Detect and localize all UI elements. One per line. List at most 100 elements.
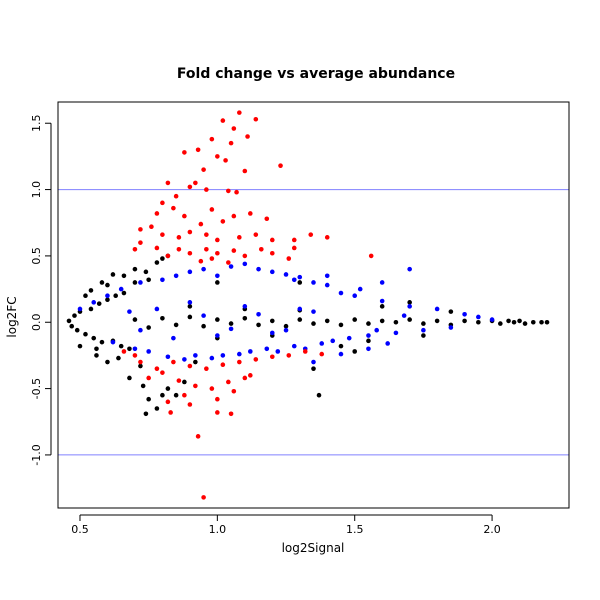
y-axis-label: log2FC: [5, 296, 19, 337]
data-point: [146, 375, 151, 381]
data-point: [168, 410, 173, 415]
data-point: [201, 167, 206, 172]
data-point: [173, 273, 179, 279]
data-point: [116, 355, 121, 361]
data-point: [198, 221, 204, 227]
data-point: [154, 260, 160, 265]
data-point: [160, 370, 165, 375]
data-point: [357, 286, 363, 292]
data-point: [88, 288, 94, 293]
y-tick-label: 0.5: [30, 247, 43, 265]
data-point: [245, 134, 250, 139]
data-point: [228, 140, 234, 146]
data-point: [209, 136, 215, 142]
data-point: [171, 359, 176, 365]
data-point: [231, 388, 237, 394]
data-point: [330, 338, 336, 344]
data-point: [77, 306, 83, 312]
data-point: [338, 351, 344, 357]
data-point: [269, 237, 275, 243]
data-point: [338, 322, 344, 328]
data-point: [215, 410, 220, 415]
data-point: [256, 311, 261, 317]
data-point: [220, 118, 226, 123]
data-point: [253, 357, 259, 362]
data-point: [220, 362, 226, 368]
data-point: [234, 189, 239, 195]
data-point: [231, 248, 237, 253]
data-point: [154, 245, 160, 251]
data-point: [511, 319, 517, 325]
data-point: [242, 261, 248, 267]
data-point: [311, 359, 316, 365]
data-point: [215, 250, 220, 256]
data-point: [105, 359, 110, 365]
x-tick-label: 0.5: [71, 523, 89, 536]
data-point: [127, 346, 132, 352]
data-point: [231, 126, 237, 131]
data-point: [407, 317, 412, 322]
x-axis: 0.5 1.0 1.5 2.0: [71, 514, 501, 536]
data-point: [66, 318, 72, 324]
data-point: [231, 213, 237, 219]
data-point: [462, 311, 467, 317]
data-point: [187, 229, 193, 235]
data-point: [242, 253, 248, 259]
data-point: [248, 373, 253, 378]
y-tick-label: -1.0: [30, 444, 43, 465]
data-point: [187, 304, 193, 309]
data-point: [160, 256, 165, 261]
data-point: [149, 224, 154, 230]
data-point: [544, 319, 550, 325]
data-point: [462, 318, 467, 324]
data-point: [171, 205, 176, 211]
data-point: [215, 273, 220, 279]
data-point: [291, 343, 297, 349]
data-point: [204, 246, 209, 252]
data-point: [154, 211, 160, 216]
data-point: [407, 266, 412, 272]
data-points: [66, 110, 550, 500]
data-point: [421, 321, 426, 326]
data-point: [311, 321, 316, 326]
data-point: [476, 319, 481, 325]
data-point: [291, 245, 297, 251]
data-point: [379, 280, 385, 285]
data-point: [385, 341, 390, 346]
data-point: [83, 331, 88, 337]
data-point: [72, 313, 77, 318]
data-point: [173, 193, 179, 199]
data-point: [269, 354, 275, 360]
data-point: [228, 321, 234, 326]
data-point: [99, 339, 105, 345]
data-point: [160, 392, 165, 398]
data-point: [379, 298, 385, 304]
data-point: [269, 250, 275, 256]
data-point: [352, 293, 358, 299]
data-point: [176, 235, 182, 240]
data-point: [393, 319, 399, 325]
data-point: [319, 351, 325, 357]
data-point: [278, 163, 283, 168]
data-point: [242, 315, 248, 321]
data-point: [204, 232, 209, 237]
data-point: [338, 343, 344, 349]
data-point: [193, 359, 198, 365]
data-point: [242, 375, 248, 381]
data-point: [187, 184, 193, 190]
data-point: [275, 349, 281, 354]
data-point: [160, 200, 165, 206]
data-point: [489, 317, 495, 322]
data-point: [291, 237, 297, 243]
data-point: [316, 392, 322, 398]
data-point: [193, 180, 198, 186]
data-point: [209, 386, 215, 391]
data-point: [324, 235, 330, 240]
data-point: [187, 314, 193, 320]
data-point: [248, 349, 253, 354]
data-point: [127, 309, 132, 314]
data-point: [160, 315, 165, 321]
y-tick-label: -0.5: [30, 378, 43, 399]
data-point: [94, 346, 99, 352]
data-point: [165, 399, 171, 405]
